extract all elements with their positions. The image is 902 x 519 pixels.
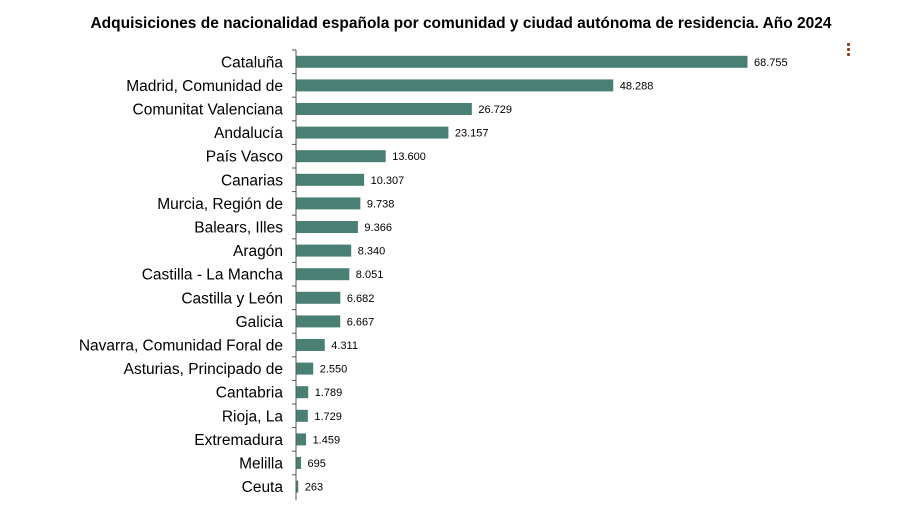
value-label: 8.340 xyxy=(358,246,386,258)
category-label: Cataluña xyxy=(221,54,283,71)
bar[interactable] xyxy=(296,221,358,233)
bar[interactable] xyxy=(296,268,350,281)
category-label: Ceuta xyxy=(242,479,284,496)
category-label: Balears, Illes xyxy=(194,220,283,237)
chart-menu-button[interactable] xyxy=(843,43,853,63)
value-labels: 68.755 48.288 26.729 23.157 13.600 10.307 9.73… xyxy=(305,57,788,494)
category-label: Galicia xyxy=(236,314,284,331)
value-label: 26.729 xyxy=(478,104,512,116)
bar[interactable] xyxy=(296,480,299,493)
category-label: Castilla y León xyxy=(181,290,283,307)
bar[interactable] xyxy=(296,457,302,469)
bar[interactable] xyxy=(296,173,365,186)
category-label: Madrid, Comunidad de xyxy=(126,78,283,95)
category-label: País Vasco xyxy=(206,149,283,166)
bar[interactable] xyxy=(296,315,341,328)
chart-title: Adquisiciones de nacionalidad española p… xyxy=(90,15,832,32)
category-label: Comunitat Valenciana xyxy=(133,102,284,119)
category-label: Castilla - La Mancha xyxy=(142,267,284,284)
value-label: 4.311 xyxy=(331,340,358,352)
bar[interactable] xyxy=(296,79,614,92)
category-label: Cantabria xyxy=(216,385,284,402)
bar[interactable] xyxy=(296,433,307,446)
value-label: 2.550 xyxy=(320,364,348,376)
value-label: 1.729 xyxy=(314,411,342,423)
category-label: Aragón xyxy=(233,243,283,260)
value-label: 263 xyxy=(305,482,323,494)
value-label: 6.667 xyxy=(347,316,375,328)
value-label: 23.157 xyxy=(455,128,489,140)
category-labels: Cataluña Madrid, Comunidad de Comunitat Va… xyxy=(79,54,284,496)
bar[interactable] xyxy=(296,244,352,257)
bar[interactable] xyxy=(296,55,748,68)
category-label: Murcia, Región de xyxy=(157,196,283,213)
value-label: 6.682 xyxy=(347,293,375,305)
value-label: 8.051 xyxy=(356,269,384,281)
category-label: Extremadura xyxy=(194,432,283,449)
bar[interactable] xyxy=(296,150,386,163)
value-label: 695 xyxy=(308,458,326,470)
bar[interactable] xyxy=(296,126,449,139)
value-label: 9.738 xyxy=(367,198,395,210)
bar[interactable] xyxy=(296,291,341,304)
y-axis xyxy=(292,49,297,501)
category-label: Andalucía xyxy=(214,125,283,142)
value-label: 1.789 xyxy=(315,387,343,399)
value-label: 13.600 xyxy=(392,151,426,163)
value-label: 68.755 xyxy=(754,57,788,69)
more-vertical-icon xyxy=(846,43,850,46)
category-label: Asturias, Principado de xyxy=(124,361,283,378)
category-label: Rioja, La xyxy=(222,408,284,425)
bar[interactable] xyxy=(296,197,361,210)
bar[interactable] xyxy=(296,386,309,399)
value-label: 9.366 xyxy=(364,222,392,234)
category-label: Navarra, Comunidad Foral de xyxy=(79,338,283,355)
bars xyxy=(296,55,748,493)
bar[interactable] xyxy=(296,409,308,422)
bar[interactable] xyxy=(296,339,325,351)
value-label: 1.459 xyxy=(313,434,341,446)
value-label: 48.288 xyxy=(620,80,654,92)
bar[interactable] xyxy=(296,103,472,115)
value-label: 10.307 xyxy=(371,175,405,187)
bar[interactable] xyxy=(296,362,314,375)
category-label: Canarias xyxy=(221,172,283,189)
category-label: Melilla xyxy=(239,456,283,473)
